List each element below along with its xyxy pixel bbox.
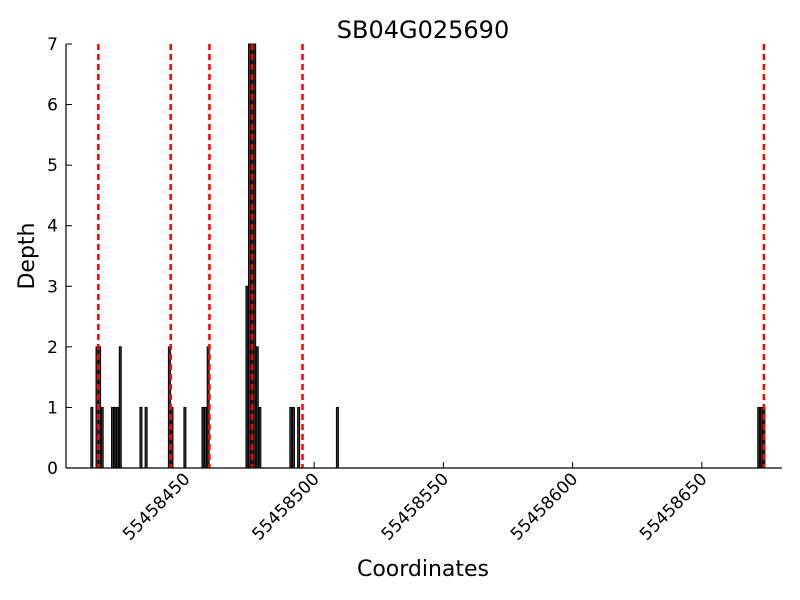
depth-bar [204, 406, 208, 469]
y-tick-label: 6 [47, 96, 58, 116]
x-axis-label: Coordinates [357, 557, 489, 582]
depth-bar [100, 406, 104, 469]
y-tick-label: 7 [47, 35, 58, 55]
depth-bar [111, 406, 115, 469]
y-tick-label: 5 [47, 156, 58, 176]
chart-title: SB04G025690 [337, 16, 509, 44]
depth-bar [248, 43, 252, 469]
y-tick-label: 2 [47, 338, 58, 358]
y-axis-label: Depth [15, 222, 40, 289]
depth-bar [139, 406, 143, 469]
depth-bar [245, 285, 249, 469]
y-tick-label: 0 [47, 459, 58, 479]
y-tick-label: 3 [47, 277, 58, 297]
depth-bar [289, 406, 293, 469]
depth-bar [297, 406, 301, 469]
depth-bar [757, 406, 761, 469]
y-tick-label: 1 [47, 398, 58, 418]
depth-bar [116, 406, 120, 469]
depth-bar [144, 406, 148, 469]
depth-bar [335, 406, 339, 469]
depth-bar [201, 406, 205, 469]
depth-bar [253, 43, 257, 469]
axes [65, 44, 782, 469]
depth-bar [183, 406, 187, 469]
depth-bar [291, 406, 295, 469]
depth-bar [113, 406, 117, 469]
y-axis-ticks: 0 1 2 3 4 5 6 7 [47, 35, 72, 479]
y-tick-label: 4 [47, 217, 58, 237]
depth-bar [90, 406, 94, 469]
reference-lines [97, 44, 766, 468]
depth-bar [118, 346, 122, 469]
depth-bar [759, 406, 763, 469]
depth-bar [258, 406, 262, 469]
depth-bar [255, 346, 259, 469]
